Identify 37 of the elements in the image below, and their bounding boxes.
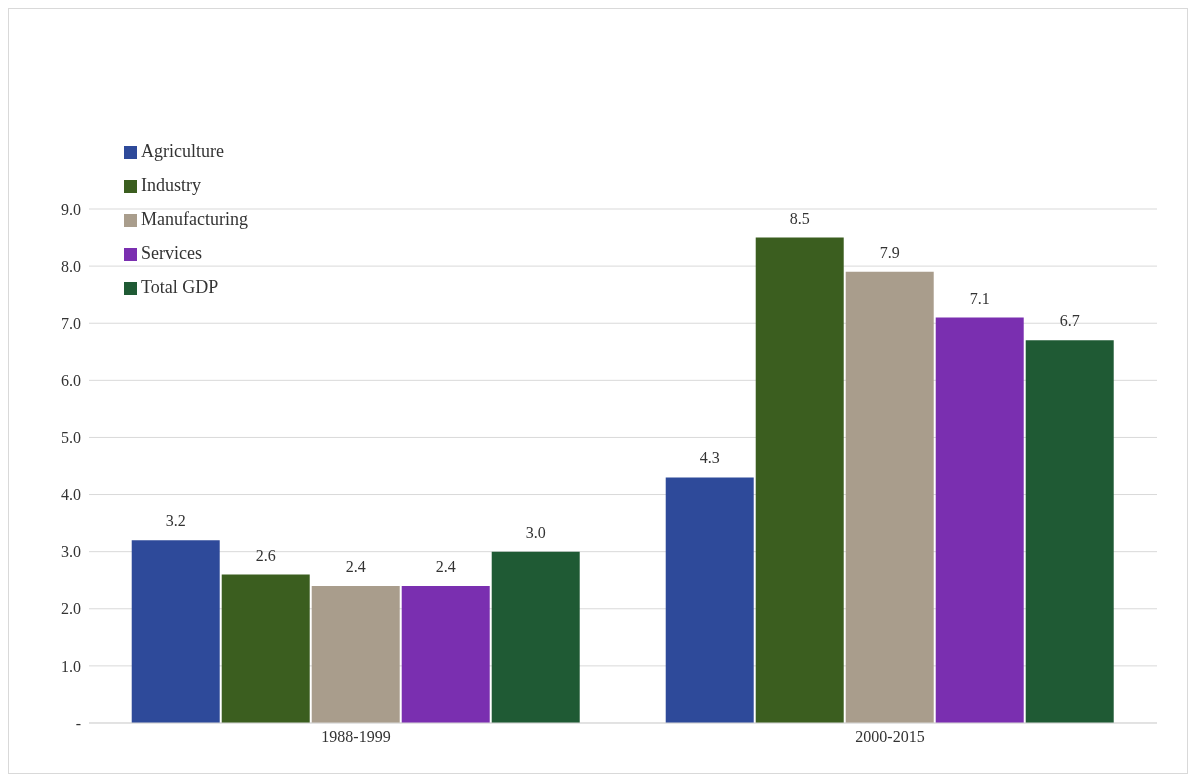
data-label: 3.0: [525, 523, 546, 541]
y-tick-label: 5.0: [61, 429, 81, 447]
bar: [1025, 340, 1114, 723]
bar: [845, 271, 934, 723]
legend-label: Manufacturing: [141, 208, 249, 231]
y-tick-label: 7.0: [61, 314, 81, 332]
bar: [755, 237, 844, 723]
bar: [131, 540, 220, 723]
data-label: 8.5: [789, 209, 810, 227]
data-label: 7.9: [879, 243, 900, 261]
bar: [221, 574, 310, 723]
y-tick-label: 8.0: [61, 257, 81, 275]
y-tick-label: 3.0: [61, 543, 81, 561]
data-label: 2.6: [255, 546, 276, 564]
data-label: 2.4: [345, 557, 366, 575]
data-label: 4.3: [699, 449, 720, 467]
data-label: 3.2: [165, 512, 186, 530]
data-label: 6.7: [1059, 312, 1080, 330]
data-label: 2.4: [435, 557, 456, 575]
bar: [491, 551, 580, 723]
y-tick-label: 1.0: [61, 657, 81, 675]
legend-label: Agriculture: [141, 140, 225, 163]
bar: [665, 477, 754, 723]
legend-label: Services: [141, 242, 203, 265]
y-tick-label: -: [75, 714, 81, 732]
y-tick-label: 4.0: [61, 486, 81, 504]
y-tick-label: 2.0: [61, 600, 81, 618]
legend-label: Industry: [141, 174, 202, 197]
y-tick-label: 9.0: [61, 200, 81, 218]
x-tick-label: 1988-1999: [321, 728, 391, 746]
bar: [935, 317, 1024, 723]
bar: [401, 585, 490, 723]
x-tick-label: 2000-2015: [855, 728, 925, 746]
legend-label: Total GDP: [141, 276, 220, 299]
bar: [311, 585, 400, 723]
y-tick-label: 6.0: [61, 372, 81, 390]
data-label: 7.1: [969, 289, 990, 307]
